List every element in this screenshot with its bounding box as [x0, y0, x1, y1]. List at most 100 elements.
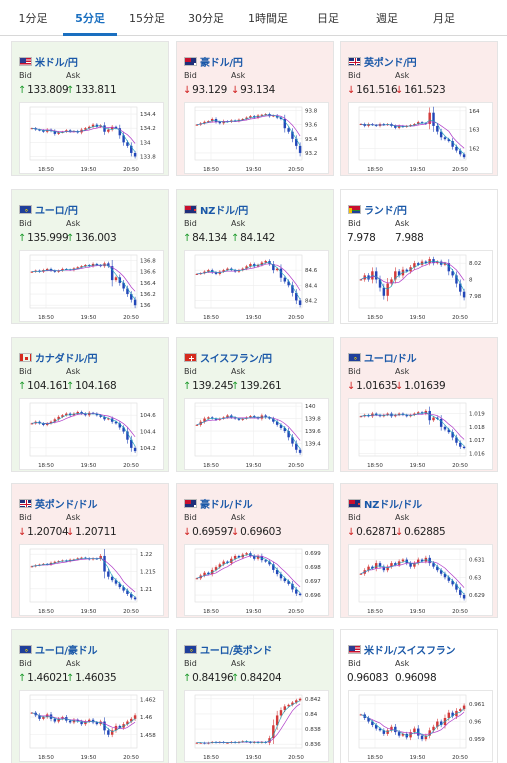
- pair-header[interactable]: ユーロ/英ポンド: [184, 639, 272, 657]
- pair-header[interactable]: 米ドル/円: [19, 51, 78, 69]
- pair-header[interactable]: 英ポンド/円: [348, 51, 417, 69]
- pair-name-link[interactable]: 英ポンド/円: [364, 58, 417, 69]
- candle: [65, 130, 68, 132]
- tab-2[interactable]: 15分足: [129, 12, 165, 25]
- moving-average-long: [360, 561, 465, 588]
- chart-svg: 93.8 93.6 93.4 93.2 18:50 19:50 20:50: [194, 106, 318, 173]
- pair-header[interactable]: 豪ドル/ドル: [184, 493, 253, 511]
- rate-card[interactable]: NZドル/円 Bid Ask ↑84.134 ↑84.142 84.6 84.4 84.2 18…: [176, 189, 334, 324]
- pair-header[interactable]: ユーロ/円: [19, 199, 78, 217]
- candlestick-chart[interactable]: 84.6 84.4 84.2 18:50 19:50 20:50: [184, 250, 329, 322]
- candlestick-chart[interactable]: 1.22 1.215 1.21 18:50 19:50 20:50: [19, 544, 164, 616]
- candle: [84, 413, 87, 416]
- candle: [80, 411, 83, 414]
- ask-price: ↓0.62885: [395, 526, 446, 538]
- ask-label: Ask: [66, 367, 81, 376]
- tab-0[interactable]: 1分足: [18, 12, 48, 25]
- tab-5[interactable]: 日足: [317, 12, 339, 25]
- tab-3[interactable]: 30分足: [188, 12, 224, 25]
- x-tick-label: 18:50: [367, 315, 383, 321]
- candlestick-chart[interactable]: 93.8 93.6 93.4 93.2 18:50 19:50 20:50: [184, 102, 329, 174]
- rate-card[interactable]: 米ドル/円 Bid Ask ↑133.809 ↑133.811 134.4 134.2 134…: [11, 41, 169, 176]
- rate-card[interactable]: NZドル/ドル Bid Ask ↓0.62871 ↓0.62885 0.631 0.63 0.…: [340, 483, 498, 618]
- rate-card[interactable]: ユーロ/豪ドル Bid Ask ↑1.46021 ↑1.46035 1.462 1.46 1.…: [11, 629, 169, 763]
- tab-6[interactable]: 週足: [376, 12, 398, 25]
- candlestick-chart[interactable]: 1.019 1.018 1.017 1.016 18:50 19:50 20:50: [348, 398, 493, 470]
- pair-name-link[interactable]: ユーロ/円: [35, 206, 78, 217]
- pair-name-link[interactable]: ユーロ/英ポンド: [200, 646, 273, 657]
- candlestick-chart[interactable]: 0.631 0.63 0.629 18:50 19:50 20:50: [348, 544, 493, 616]
- ask-value: 0.84204: [240, 672, 282, 684]
- pair-name-link[interactable]: 英ポンド/ドル: [35, 500, 98, 511]
- pair-name-link[interactable]: ランド/円: [364, 206, 407, 217]
- moving-average-short: [196, 114, 301, 147]
- tab-7[interactable]: 月足: [433, 12, 455, 25]
- candle: [195, 424, 199, 426]
- pair-header[interactable]: NZドル/円: [184, 199, 248, 217]
- x-tick-label: 18:50: [38, 463, 54, 469]
- candle: [455, 275, 458, 284]
- rate-card[interactable]: 英ポンド/ドル Bid Ask ↓1.20704 ↓1.20711 1.22 1.215 1.…: [11, 483, 169, 618]
- candlestick-chart[interactable]: 8.02 8 7.98 18:50 19:50 20:50: [348, 250, 493, 322]
- bid-value: 7.978: [347, 232, 376, 244]
- rate-card[interactable]: スイスフラン/円 Bid Ask ↑139.245 ↑139.261 140 139.8 13…: [176, 337, 334, 472]
- rate-card[interactable]: 英ポンド/円 Bid Ask ↓161.516 ↓161.523 164 163 162 18:…: [340, 41, 498, 176]
- candle: [417, 559, 420, 564]
- candlestick-chart[interactable]: 104.6 104.4 104.2 18:50 19:50 20:50: [19, 398, 164, 470]
- chart-svg: 0.631 0.63 0.629 18:50 19:50 20:50: [358, 548, 485, 615]
- pair-header[interactable]: カナダドル/円: [19, 347, 97, 365]
- pair-name-link[interactable]: 豪ドル/ドル: [200, 500, 253, 511]
- candlestick-chart[interactable]: 140 139.8 139.6 139.4 18:50 19:50 20:50: [184, 398, 329, 470]
- candlestick-chart[interactable]: 0.842 0.84 0.838 0.836 18:50 19:50 20:50: [184, 690, 329, 762]
- pair-header[interactable]: NZドル/ドル: [348, 493, 422, 511]
- moving-average-long: [196, 115, 301, 137]
- rate-card[interactable]: ユーロ/英ポンド Bid Ask ↑0.84196 ↑0.84204 0.842 0.84 0…: [176, 629, 334, 763]
- pair-header[interactable]: 豪ドル/円: [184, 51, 243, 69]
- candlestick-chart[interactable]: 134.4 134.2 134 133.8 18:50 19:50 20:50: [19, 102, 164, 174]
- pair-name-link[interactable]: NZドル/ドル: [364, 500, 422, 511]
- pair-name-link[interactable]: スイスフラン/円: [200, 354, 272, 365]
- candlestick-chart[interactable]: 136.8 136.6 136.4 136.2 136 18:50 19:50 20:50: [19, 250, 164, 322]
- candlestick-chart[interactable]: 0.961 0.96 0.959 18:50 19:50 20:50: [348, 690, 493, 762]
- pair-name-link[interactable]: ユーロ/豪ドル: [35, 646, 98, 657]
- rate-card[interactable]: 米ドル/スイスフラン Bid Ask 0.96083 0.96098 0.961 0.96 0…: [340, 629, 498, 763]
- rate-card[interactable]: ユーロ/円 Bid Ask ↑135.999 ↑136.003 136.8 136.6 136…: [11, 189, 169, 324]
- rate-card[interactable]: 豪ドル/ドル Bid Ask ↓0.69597 ↓0.69603 0.699 0.698 0.…: [176, 483, 334, 618]
- rate-card[interactable]: ユーロ/ドル Bid Ask ↓1.01635 ↓1.01639 1.019 1.018 1.…: [340, 337, 498, 472]
- candle: [57, 132, 60, 134]
- pair-name-link[interactable]: 米ドル/スイスフラン: [364, 646, 456, 657]
- candle: [295, 443, 298, 450]
- x-tick-label: 18:50: [367, 609, 383, 615]
- candlestick-chart[interactable]: 0.699 0.698 0.697 0.696 18:50 19:50 20:50: [184, 544, 329, 616]
- pair-name-link[interactable]: 米ドル/円: [35, 58, 78, 69]
- candle: [49, 421, 53, 424]
- pair-header[interactable]: ユーロ/豪ドル: [19, 639, 97, 657]
- rate-card[interactable]: 豪ドル/円 Bid Ask ↓93.129 ↓93.134 93.8 93.6 93.4 93.…: [176, 41, 334, 176]
- pair-header[interactable]: ユーロ/ドル: [348, 347, 417, 365]
- pair-name-link[interactable]: 豪ドル/円: [200, 58, 243, 69]
- pair-header[interactable]: 英ポンド/ドル: [19, 493, 97, 511]
- y-tick-label: 1.019: [469, 412, 485, 418]
- tab-1[interactable]: 5分足: [63, 0, 117, 36]
- candle: [199, 742, 202, 744]
- candle: [53, 718, 57, 722]
- rate-card[interactable]: ランド/円 Bid Ask 7.978 7.988 8.02 8 7.98 18:50 19:50…: [340, 189, 498, 324]
- pair-name-link[interactable]: カナダドル/円: [35, 354, 98, 365]
- candle: [298, 449, 302, 453]
- candle: [287, 128, 290, 132]
- candle: [61, 268, 64, 271]
- pair-header[interactable]: 米ドル/スイスフラン: [348, 639, 456, 657]
- candle: [222, 270, 225, 272]
- bid-value: 93.129: [192, 84, 228, 96]
- y-tick-label: 0.697: [305, 579, 321, 585]
- rate-card[interactable]: カナダドル/円 Bid Ask ↑104.161 ↑104.168 104.6 104.4 1…: [11, 337, 169, 472]
- plot-frame: [358, 694, 467, 749]
- pair-header[interactable]: スイスフラン/円: [184, 347, 272, 365]
- tab-4[interactable]: 1時間足: [248, 12, 288, 25]
- candlestick-chart[interactable]: 164 163 162 18:50 19:50 20:50: [348, 102, 493, 174]
- candlestick-chart[interactable]: 1.462 1.46 1.458 18:50 19:50 20:50: [19, 690, 164, 762]
- pair-name-link[interactable]: NZドル/円: [200, 206, 249, 217]
- pair-header[interactable]: ランド/円: [348, 199, 407, 217]
- x-tick-label: 19:50: [246, 463, 262, 469]
- pair-name-link[interactable]: ユーロ/ドル: [364, 354, 417, 365]
